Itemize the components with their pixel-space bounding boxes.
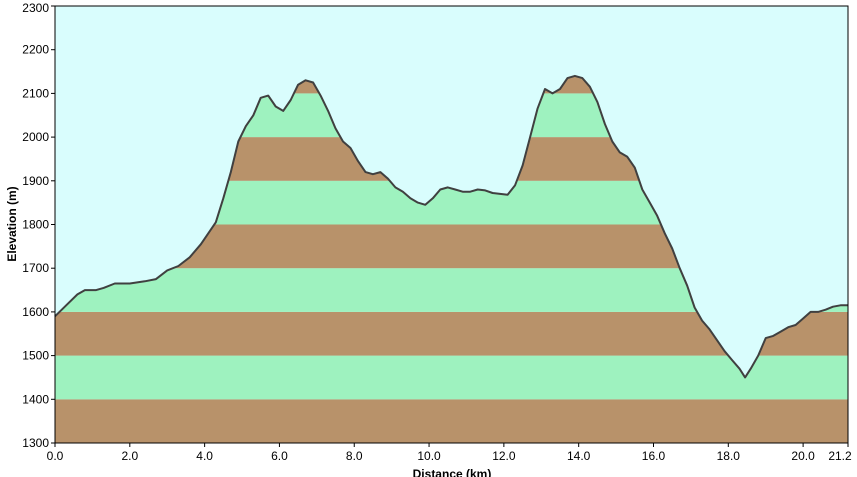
x-tick-label: 8.0 bbox=[346, 449, 363, 463]
y-tick-label: 1500 bbox=[22, 349, 49, 363]
elevation-band bbox=[55, 399, 848, 443]
y-tick-label: 1600 bbox=[22, 305, 49, 319]
x-tick-label: 0.0 bbox=[47, 449, 64, 463]
y-tick-label: 1400 bbox=[22, 392, 49, 406]
y-axis-title: Elevation (m) bbox=[5, 186, 19, 261]
y-tick-label: 2100 bbox=[22, 86, 49, 100]
y-tick-label: 2000 bbox=[22, 130, 49, 144]
y-tick-label: 1300 bbox=[22, 436, 49, 450]
y-tick-label: 2200 bbox=[22, 43, 49, 57]
x-tick-label: 14.0 bbox=[567, 449, 591, 463]
y-axis: 1300 1400 1500 1600 1700 1800 1900 2000 2100 2200… bbox=[22, 1, 55, 450]
elevation-band bbox=[55, 355, 848, 400]
y-tick-label: 1900 bbox=[22, 174, 49, 188]
x-tick-label: 4.0 bbox=[196, 449, 213, 463]
x-tick-label: 18.0 bbox=[717, 449, 741, 463]
x-tick-label: 2.0 bbox=[121, 449, 138, 463]
x-tick-label: 10.0 bbox=[417, 449, 441, 463]
x-tick-label: 16.0 bbox=[642, 449, 666, 463]
y-tick-label: 1800 bbox=[22, 218, 49, 232]
x-tick-label: 12.0 bbox=[492, 449, 516, 463]
y-tick-label: 1700 bbox=[22, 261, 49, 275]
y-tick-label: 2300 bbox=[22, 1, 49, 15]
x-axis: 0.0 2.0 4.0 6.0 8.0 10.0 12.0 14.0 16.0 18.0 20.0 2… bbox=[47, 443, 852, 463]
x-axis-title: Distance (km) bbox=[413, 467, 492, 477]
x-tick-label: 20.0 bbox=[791, 449, 815, 463]
elevation-profile-line bbox=[54, 74, 848, 379]
x-tick-label: 6.0 bbox=[271, 449, 288, 463]
x-tick-label: 21.2 bbox=[828, 449, 852, 463]
